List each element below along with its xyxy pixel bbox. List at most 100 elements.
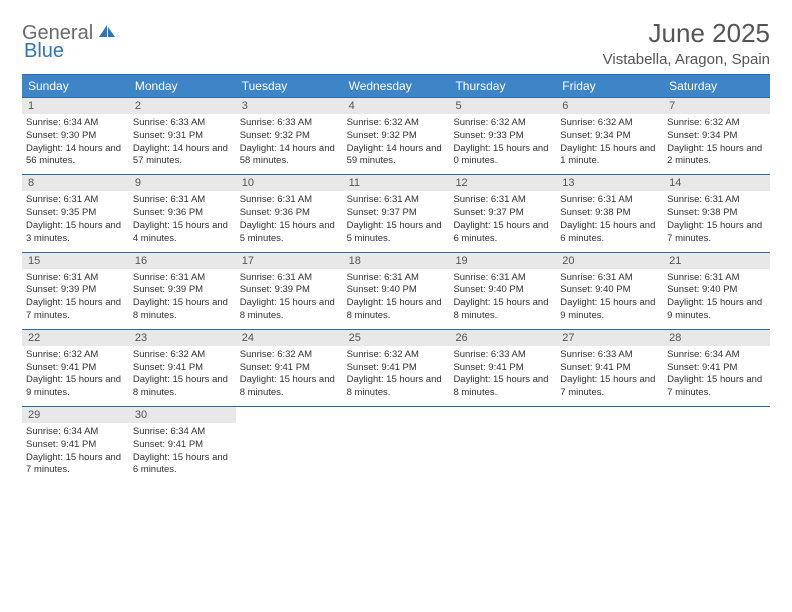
weekday-header: Friday [556, 75, 663, 97]
day-details: Sunrise: 6:31 AMSunset: 9:39 PMDaylight:… [129, 269, 236, 323]
page-header: General Blue June 2025 Vistabella, Arago… [22, 18, 770, 68]
day-details: Sunrise: 6:32 AMSunset: 9:41 PMDaylight:… [343, 346, 450, 400]
calendar-day: 9Sunrise: 6:31 AMSunset: 9:36 PMDaylight… [129, 175, 236, 251]
day-number: 7 [663, 98, 770, 114]
calendar-day: 17Sunrise: 6:31 AMSunset: 9:39 PMDayligh… [236, 253, 343, 329]
calendar-day: 24Sunrise: 6:32 AMSunset: 9:41 PMDayligh… [236, 330, 343, 406]
day-number: 28 [663, 330, 770, 346]
calendar-day: 20Sunrise: 6:31 AMSunset: 9:40 PMDayligh… [556, 253, 663, 329]
day-number: 5 [449, 98, 556, 114]
day-details: Sunrise: 6:31 AMSunset: 9:36 PMDaylight:… [236, 191, 343, 245]
day-number: 22 [22, 330, 129, 346]
day-details: Sunrise: 6:31 AMSunset: 9:40 PMDaylight:… [556, 269, 663, 323]
day-number: 15 [22, 253, 129, 269]
calendar-day: 27Sunrise: 6:33 AMSunset: 9:41 PMDayligh… [556, 330, 663, 406]
calendar-day-empty [556, 407, 663, 483]
calendar-day: 6Sunrise: 6:32 AMSunset: 9:34 PMDaylight… [556, 98, 663, 174]
day-number: 26 [449, 330, 556, 346]
weekday-header: Monday [129, 75, 236, 97]
day-number: 6 [556, 98, 663, 114]
calendar-day: 1Sunrise: 6:34 AMSunset: 9:30 PMDaylight… [22, 98, 129, 174]
calendar-day: 26Sunrise: 6:33 AMSunset: 9:41 PMDayligh… [449, 330, 556, 406]
day-details: Sunrise: 6:34 AMSunset: 9:41 PMDaylight:… [22, 423, 129, 477]
day-details: Sunrise: 6:31 AMSunset: 9:38 PMDaylight:… [663, 191, 770, 245]
day-number: 12 [449, 175, 556, 191]
calendar-week: 1Sunrise: 6:34 AMSunset: 9:30 PMDaylight… [22, 97, 770, 174]
calendar-weeks: 1Sunrise: 6:34 AMSunset: 9:30 PMDaylight… [22, 97, 770, 483]
calendar-day-empty [236, 407, 343, 483]
weekday-header: Sunday [22, 75, 129, 97]
calendar-week: 8Sunrise: 6:31 AMSunset: 9:35 PMDaylight… [22, 174, 770, 251]
day-details: Sunrise: 6:31 AMSunset: 9:40 PMDaylight:… [663, 269, 770, 323]
calendar-day: 25Sunrise: 6:32 AMSunset: 9:41 PMDayligh… [343, 330, 450, 406]
day-number: 19 [449, 253, 556, 269]
day-number: 24 [236, 330, 343, 346]
day-details: Sunrise: 6:31 AMSunset: 9:36 PMDaylight:… [129, 191, 236, 245]
day-number: 1 [22, 98, 129, 114]
day-number: 13 [556, 175, 663, 191]
calendar-week: 29Sunrise: 6:34 AMSunset: 9:41 PMDayligh… [22, 406, 770, 483]
calendar-day: 7Sunrise: 6:32 AMSunset: 9:34 PMDaylight… [663, 98, 770, 174]
calendar-day-empty [449, 407, 556, 483]
day-number: 18 [343, 253, 450, 269]
day-details: Sunrise: 6:32 AMSunset: 9:41 PMDaylight:… [22, 346, 129, 400]
location-subtitle: Vistabella, Aragon, Spain [603, 51, 770, 68]
calendar-day: 16Sunrise: 6:31 AMSunset: 9:39 PMDayligh… [129, 253, 236, 329]
calendar-day: 14Sunrise: 6:31 AMSunset: 9:38 PMDayligh… [663, 175, 770, 251]
weekday-header: Tuesday [236, 75, 343, 97]
day-number: 3 [236, 98, 343, 114]
day-details: Sunrise: 6:33 AMSunset: 9:31 PMDaylight:… [129, 114, 236, 168]
day-number: 20 [556, 253, 663, 269]
day-details: Sunrise: 6:31 AMSunset: 9:37 PMDaylight:… [343, 191, 450, 245]
calendar-day: 5Sunrise: 6:32 AMSunset: 9:33 PMDaylight… [449, 98, 556, 174]
calendar-day: 23Sunrise: 6:32 AMSunset: 9:41 PMDayligh… [129, 330, 236, 406]
day-details: Sunrise: 6:32 AMSunset: 9:34 PMDaylight:… [556, 114, 663, 168]
day-number: 14 [663, 175, 770, 191]
day-details: Sunrise: 6:33 AMSunset: 9:41 PMDaylight:… [449, 346, 556, 400]
calendar-day: 18Sunrise: 6:31 AMSunset: 9:40 PMDayligh… [343, 253, 450, 329]
month-title: June 2025 [603, 18, 770, 49]
day-number: 4 [343, 98, 450, 114]
brand-sail-icon [97, 23, 117, 44]
calendar-day: 10Sunrise: 6:31 AMSunset: 9:36 PMDayligh… [236, 175, 343, 251]
day-details: Sunrise: 6:31 AMSunset: 9:39 PMDaylight:… [236, 269, 343, 323]
calendar-day: 28Sunrise: 6:34 AMSunset: 9:41 PMDayligh… [663, 330, 770, 406]
day-details: Sunrise: 6:33 AMSunset: 9:41 PMDaylight:… [556, 346, 663, 400]
day-number: 25 [343, 330, 450, 346]
calendar-week: 15Sunrise: 6:31 AMSunset: 9:39 PMDayligh… [22, 252, 770, 329]
calendar-day: 12Sunrise: 6:31 AMSunset: 9:37 PMDayligh… [449, 175, 556, 251]
calendar-day: 15Sunrise: 6:31 AMSunset: 9:39 PMDayligh… [22, 253, 129, 329]
day-number: 17 [236, 253, 343, 269]
weekday-header: Thursday [449, 75, 556, 97]
day-number: 29 [22, 407, 129, 423]
day-details: Sunrise: 6:31 AMSunset: 9:40 PMDaylight:… [343, 269, 450, 323]
day-details: Sunrise: 6:32 AMSunset: 9:34 PMDaylight:… [663, 114, 770, 168]
day-number: 11 [343, 175, 450, 191]
day-number: 10 [236, 175, 343, 191]
day-number: 27 [556, 330, 663, 346]
calendar: SundayMondayTuesdayWednesdayThursdayFrid… [22, 74, 770, 483]
day-details: Sunrise: 6:32 AMSunset: 9:33 PMDaylight:… [449, 114, 556, 168]
title-block: June 2025 Vistabella, Aragon, Spain [603, 18, 770, 68]
day-details: Sunrise: 6:31 AMSunset: 9:39 PMDaylight:… [22, 269, 129, 323]
day-details: Sunrise: 6:31 AMSunset: 9:38 PMDaylight:… [556, 191, 663, 245]
calendar-day: 8Sunrise: 6:31 AMSunset: 9:35 PMDaylight… [22, 175, 129, 251]
day-details: Sunrise: 6:31 AMSunset: 9:37 PMDaylight:… [449, 191, 556, 245]
day-details: Sunrise: 6:32 AMSunset: 9:41 PMDaylight:… [129, 346, 236, 400]
calendar-day: 11Sunrise: 6:31 AMSunset: 9:37 PMDayligh… [343, 175, 450, 251]
calendar-day: 2Sunrise: 6:33 AMSunset: 9:31 PMDaylight… [129, 98, 236, 174]
brand-logo: General Blue [22, 22, 117, 45]
day-number: 23 [129, 330, 236, 346]
calendar-day: 3Sunrise: 6:33 AMSunset: 9:32 PMDaylight… [236, 98, 343, 174]
day-number: 30 [129, 407, 236, 423]
day-details: Sunrise: 6:32 AMSunset: 9:32 PMDaylight:… [343, 114, 450, 168]
day-number: 8 [22, 175, 129, 191]
day-number: 21 [663, 253, 770, 269]
day-details: Sunrise: 6:34 AMSunset: 9:41 PMDaylight:… [663, 346, 770, 400]
calendar-day: 4Sunrise: 6:32 AMSunset: 9:32 PMDaylight… [343, 98, 450, 174]
day-details: Sunrise: 6:32 AMSunset: 9:41 PMDaylight:… [236, 346, 343, 400]
day-number: 16 [129, 253, 236, 269]
brand-part2: Blue [24, 40, 64, 62]
day-number: 2 [129, 98, 236, 114]
day-details: Sunrise: 6:31 AMSunset: 9:40 PMDaylight:… [449, 269, 556, 323]
